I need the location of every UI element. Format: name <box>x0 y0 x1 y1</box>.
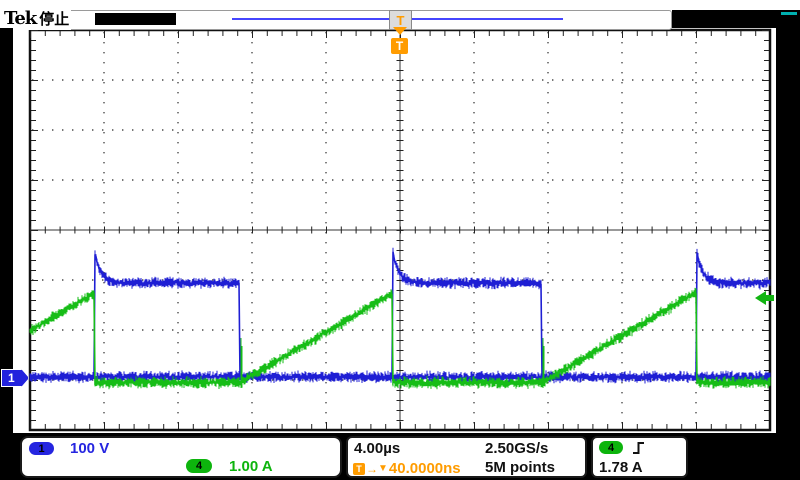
acquisition-status: Tek 停止 <box>2 6 72 30</box>
trigger-position-label: T <box>396 12 405 28</box>
status-black-bar <box>95 13 176 25</box>
channel-readout-box: 1 100 V 4 1.00 A <box>20 436 342 478</box>
trigger-level-readout: 1.78 A <box>599 459 643 476</box>
left-bezel <box>0 28 13 433</box>
ch1-badge-number: 1 <box>38 442 45 455</box>
right-bezel <box>776 28 800 433</box>
trigger-time-marker[interactable]: T <box>391 38 408 54</box>
timebase-scale-readout: 4.00µs <box>354 440 401 457</box>
ch1-position-marker[interactable]: 1 <box>1 369 29 387</box>
delay-t-icon: T <box>353 462 365 475</box>
delay-readout: T → ▼ 40.0000ns <box>353 460 461 477</box>
ch4-trace <box>29 291 771 387</box>
graticule <box>28 28 772 432</box>
brand-label: Tek <box>4 7 37 29</box>
arrow-right-icon: → <box>366 461 378 476</box>
record-length-readout: 5M points <box>485 459 555 476</box>
top-right-panel <box>672 10 800 28</box>
trigger-source-badge: 4 <box>599 441 623 454</box>
trigger-level-marker[interactable] <box>755 291 774 305</box>
trigger-position-arrow-icon <box>393 27 407 35</box>
ch4-scale-readout: 1.00 A <box>229 458 273 475</box>
trigger-time-label: T <box>395 39 404 53</box>
ch4-badge-number: 4 <box>195 460 203 472</box>
ch1-position-label: 1 <box>8 371 15 385</box>
timebase-readout-box: 4.00µs 2.50GS/s T → ▼ 40.0000ns 5M point… <box>346 436 587 478</box>
run-state-label: 停止 <box>39 10 70 28</box>
sample-rate-readout: 2.50GS/s <box>485 440 549 457</box>
ch1-scale-readout: 100 V <box>70 440 110 457</box>
triangle-down-icon: ▼ <box>378 463 388 474</box>
trigger-readout-box: 4 1.78 A <box>591 436 688 478</box>
indicator-dash-icon <box>781 12 797 15</box>
trigger-source-number: 4 <box>607 441 615 454</box>
delay-value: 40.0000ns <box>388 460 461 477</box>
ch1-trace <box>29 251 771 381</box>
rising-edge-icon <box>633 442 644 454</box>
ch4-badge: 4 <box>186 459 212 473</box>
ch1-badge: 1 <box>29 442 54 455</box>
